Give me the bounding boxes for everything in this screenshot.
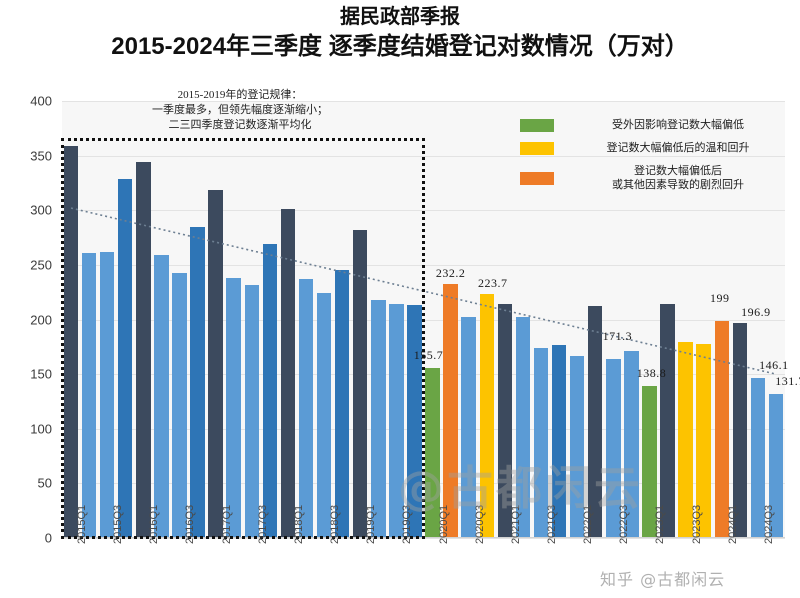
- annotation-line-3: 二三四季度登记数逐渐平均化: [168, 119, 312, 131]
- bar[interactable]: [678, 341, 693, 538]
- x-axis-tick-label: 2016Q1: [148, 504, 161, 544]
- legend-item-orange: 登记数大幅偏低后 或其他因素导致的剧烈回升: [520, 164, 790, 192]
- x-axis-tick-label: 2024Q3: [762, 504, 775, 544]
- y-axis-tick-label: 100: [30, 421, 52, 437]
- bar-value-label: 171.3: [602, 328, 633, 343]
- legend-label-green: 受外因影响登记数大幅偏低: [612, 119, 744, 131]
- legend-swatch-yellow: [520, 141, 554, 155]
- legend-swatch-green: [520, 118, 554, 132]
- x-axis-tick-label: 2018Q3: [329, 504, 342, 544]
- y-axis-tick-label: 400: [30, 93, 52, 109]
- x-axis-tick-label: 2022Q3: [618, 504, 631, 544]
- bar[interactable]: [750, 378, 766, 538]
- x-axis-tick-label: 2017Q3: [256, 504, 269, 544]
- y-axis-labels: 0 50 100 150 200 250 300 350 400: [0, 0, 56, 598]
- x-axis-tick-label: 2015Q3: [112, 504, 125, 544]
- y-axis-tick-label: 350: [30, 148, 52, 164]
- legend: 受外因影响登记数大幅偏低 登记数大幅偏低后的温和回升 登记数大幅偏低后 或其他因…: [520, 118, 790, 201]
- legend-label-orange: 登记数大幅偏低后 或其他因素导致的剧烈回升: [566, 164, 790, 192]
- y-axis-tick-label: 250: [30, 257, 52, 273]
- y-axis-tick-label: 300: [30, 202, 52, 218]
- x-axis-tick-label: 2022Q1: [582, 504, 595, 544]
- bar-value-label: 232.2: [435, 266, 466, 281]
- legend-swatch-orange: [520, 171, 554, 185]
- legend-item-green: 受外因影响登记数大幅偏低: [520, 118, 790, 132]
- highlight-box-2015-2019: [61, 138, 425, 539]
- x-axis-tick-label: 2018Q1: [292, 504, 305, 544]
- chart-subtitle: 据民政部季报: [340, 6, 460, 28]
- bar[interactable]: [624, 350, 639, 538]
- bar[interactable]: [696, 343, 711, 538]
- x-axis-tick-label: 2019Q3: [401, 504, 414, 544]
- bar-value-label: 155.7: [413, 347, 444, 362]
- x-axis-tick-label: 2024Q1: [726, 504, 739, 544]
- x-axis-tick-label: 2023Q1: [654, 504, 667, 544]
- legend-label-yellow: 登记数大幅偏低后的温和回升: [606, 142, 750, 154]
- x-axis-tick-label: 2017Q1: [220, 504, 233, 544]
- bar[interactable]: [425, 367, 440, 538]
- chart-title-block: 据民政部季报 2015-2024年三季度 逐季度结婚登记对数情况（万对）: [0, 4, 800, 63]
- bar[interactable]: [551, 345, 567, 538]
- x-axis-tick-label: 2020Q1: [437, 504, 450, 544]
- bar[interactable]: [768, 394, 784, 538]
- y-axis-tick-label: 0: [44, 530, 52, 546]
- annotation-line-1: 2015-2019年的登记规律：: [177, 89, 303, 101]
- x-axis-tick-label: 2021Q3: [545, 504, 558, 544]
- legend-label-orange-line1: 登记数大幅偏低后: [634, 165, 722, 177]
- bar[interactable]: [714, 320, 729, 538]
- x-axis-tick-label: 2016Q3: [184, 504, 197, 544]
- y-axis-tick-label: 200: [30, 312, 52, 327]
- bar-value-label: 196.9: [741, 304, 771, 319]
- bar-value-label: 199: [709, 290, 730, 305]
- x-axis-tick-label: 2019Q1: [365, 504, 378, 544]
- bar[interactable]: [606, 359, 621, 538]
- bar[interactable]: [642, 386, 657, 538]
- y-axis-tick-label: 50: [37, 475, 52, 491]
- annotation-line-2: 一季度最多，但领先幅度逐渐缩小；: [152, 104, 328, 116]
- legend-item-yellow: 登记数大幅偏低后的温和回升: [520, 141, 790, 155]
- bar-value-label: 138.8: [636, 366, 667, 381]
- x-axis-tick-label: 2023Q3: [690, 504, 703, 544]
- bar-value-label: 131.7: [775, 374, 800, 389]
- bar[interactable]: [732, 322, 748, 538]
- x-axis-tick-label: 2021Q1: [509, 504, 522, 544]
- legend-label-orange-line2: 或其他因素导致的剧烈回升: [612, 179, 744, 191]
- bar-value-label: 146.1: [759, 358, 789, 373]
- bar[interactable]: [533, 347, 549, 538]
- x-axis-tick-label: 2020Q3: [473, 504, 486, 544]
- annotation-note: 2015-2019年的登记规律： 一季度最多，但领先幅度逐渐缩小； 二三四季度登…: [120, 88, 360, 133]
- y-axis-tick-label: 150: [30, 366, 52, 382]
- page-title: 2015-2024年三季度 逐季度结婚登记对数情况（万对）: [111, 33, 689, 60]
- x-axis-tick-label: 2015Q1: [76, 504, 89, 544]
- bar-value-label: 223.7: [478, 275, 508, 290]
- gridline: [62, 101, 785, 102]
- bar[interactable]: [569, 356, 585, 538]
